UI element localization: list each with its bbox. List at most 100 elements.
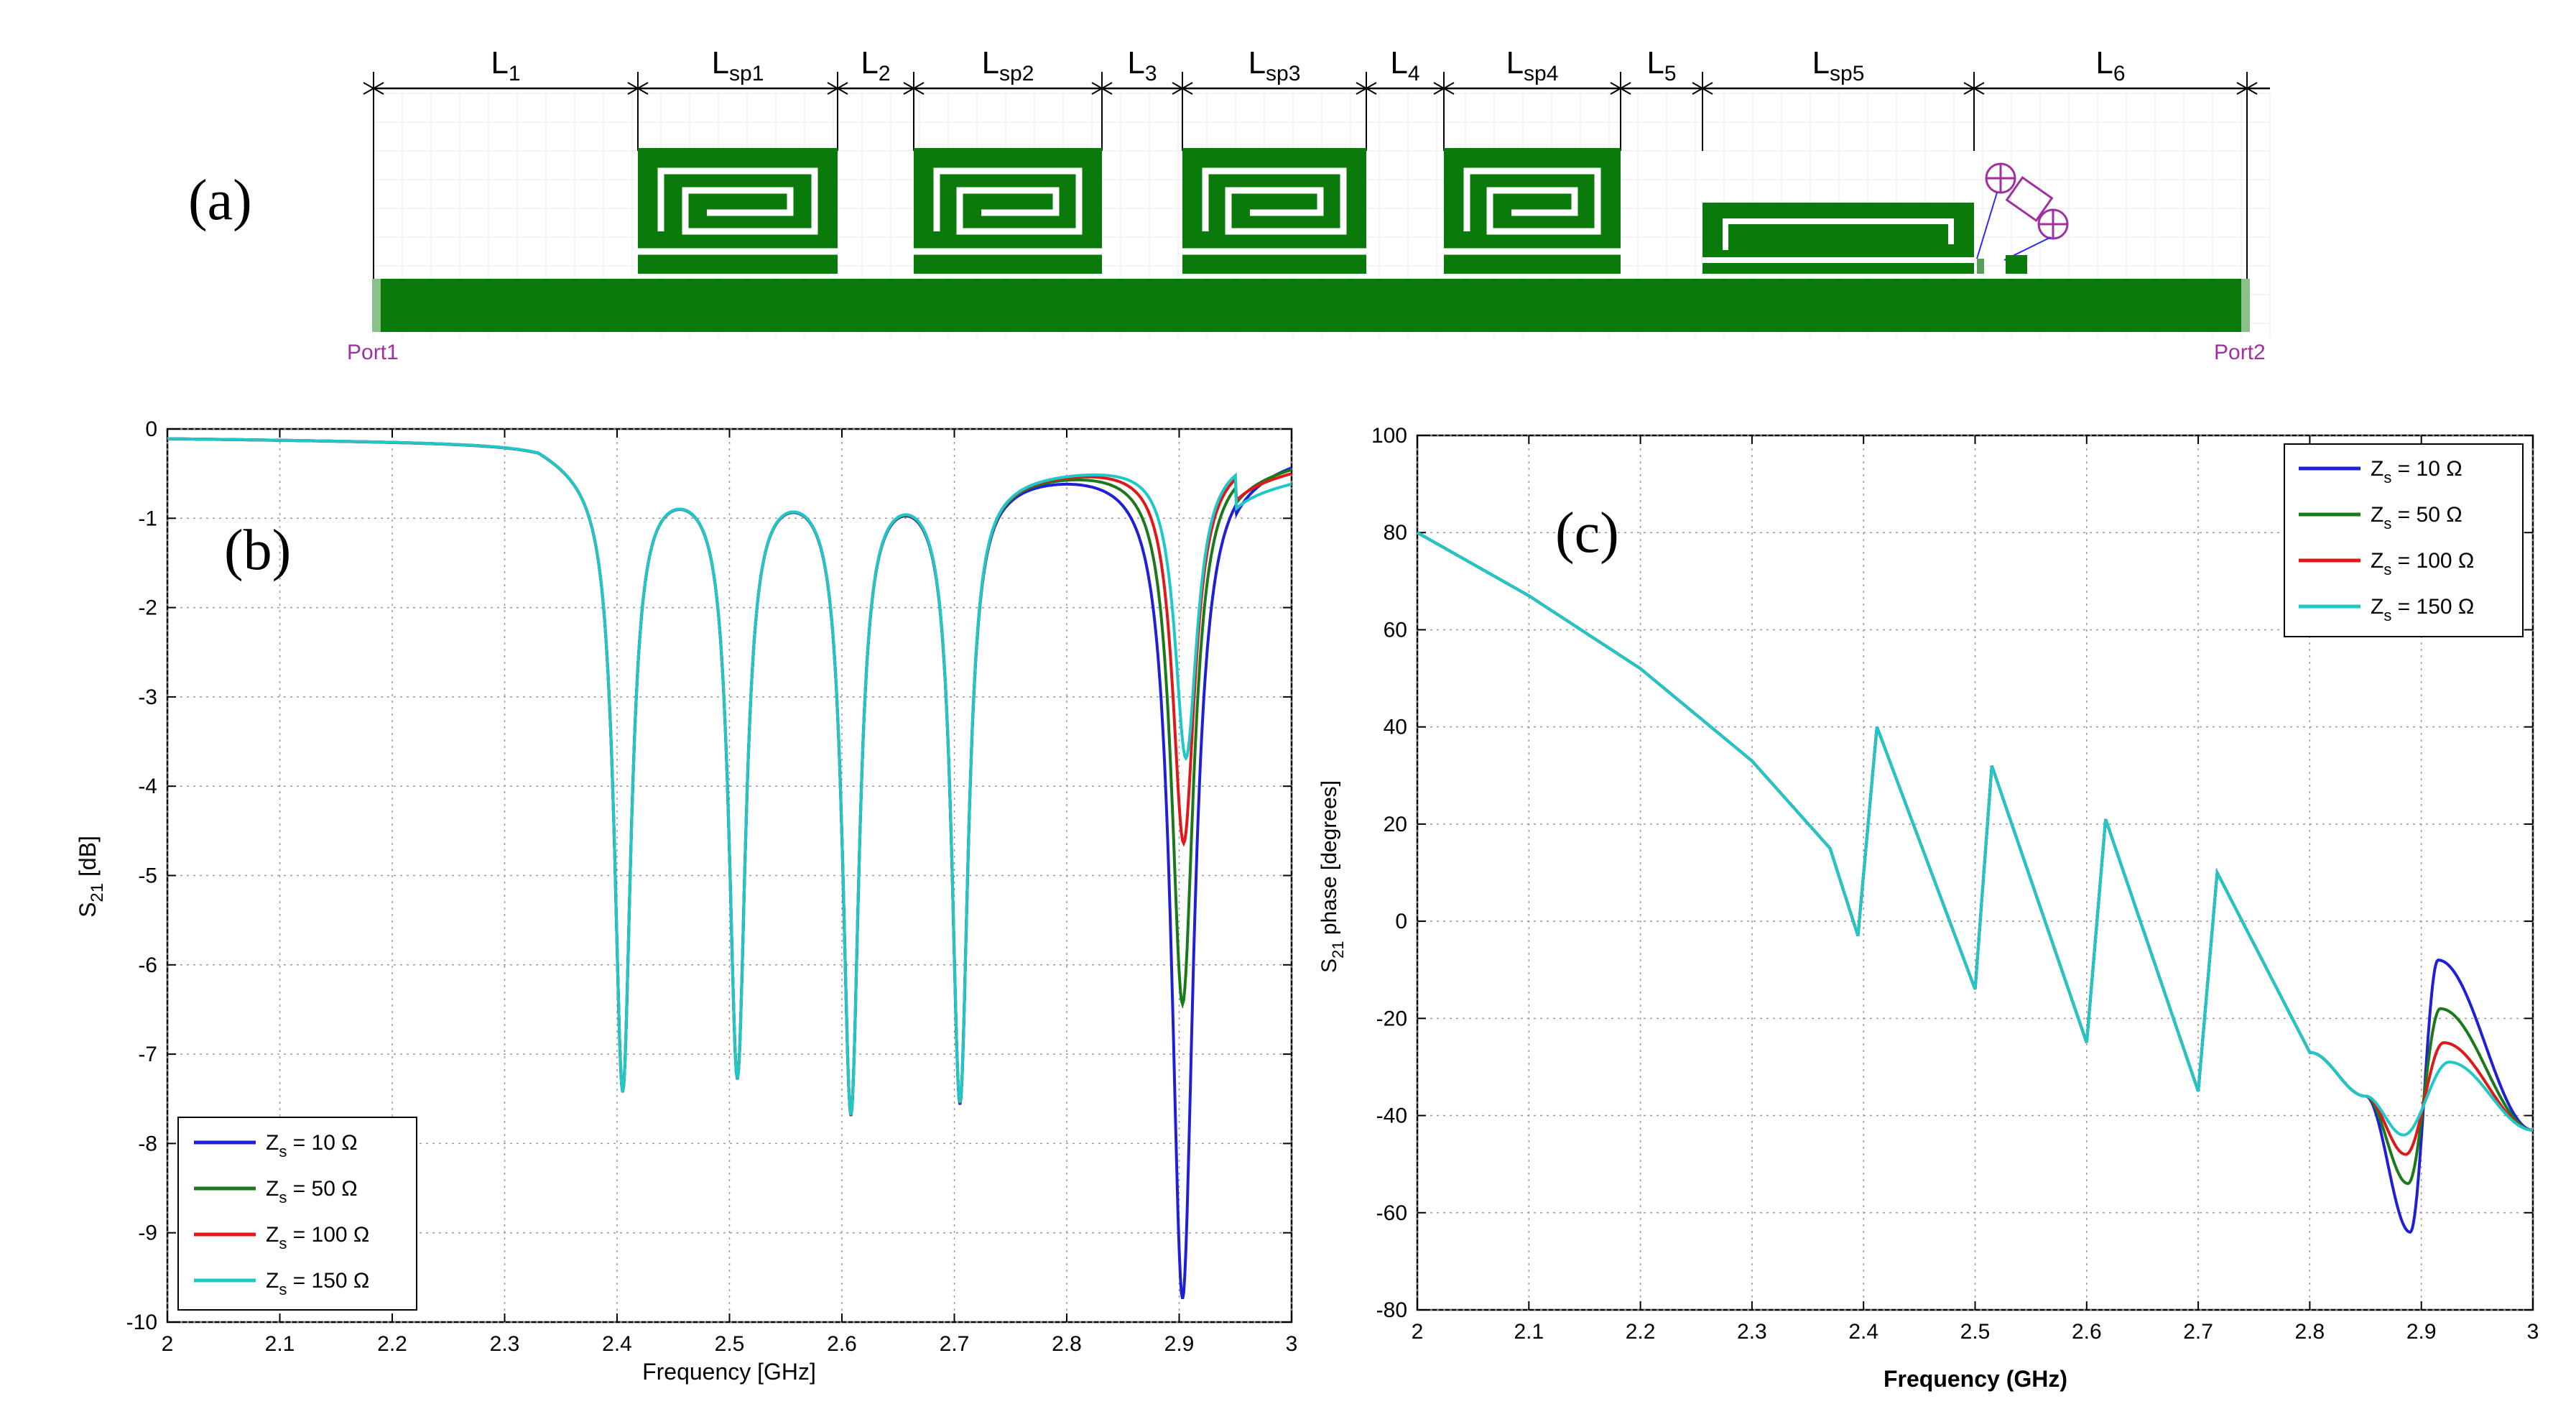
- x-tick-label: 3: [1286, 1332, 1298, 1356]
- port1-label: Port1: [347, 341, 399, 364]
- x-tick-label: 2.2: [377, 1332, 407, 1356]
- legend-entry: Zs = 150 Ω: [266, 1269, 369, 1298]
- y-axis-label-c: S21 phase [degrees]: [1317, 780, 1347, 973]
- panel-b-label: (b): [224, 519, 291, 582]
- dimension-extension-lines: [363, 72, 2258, 279]
- dimension-arrow: [1610, 82, 1631, 95]
- x-tick-label: 2.1: [1514, 1320, 1544, 1344]
- dimension-label: Lsp3: [1248, 45, 1301, 86]
- spiral-resonator-4: [1444, 148, 1621, 274]
- x-tick-label: 2.7: [940, 1332, 970, 1356]
- port1-stub: [372, 279, 381, 332]
- x-tick-label: 2.5: [715, 1332, 745, 1356]
- series-b: [167, 437, 1292, 1299]
- dimension-label: Lsp2: [982, 45, 1034, 86]
- y-axis-label-b: S21 [dB]: [75, 836, 107, 918]
- legend-entry: Zs = 100 Ω: [266, 1223, 369, 1252]
- x-tick-label: 2.1: [265, 1332, 295, 1356]
- y-tick-label: -2: [138, 596, 157, 620]
- y-tick-label: 20: [1384, 813, 1407, 836]
- y-tick-label: -6: [138, 953, 157, 977]
- legend-entry: Zs = 10 Ω: [2371, 457, 2463, 486]
- spiral-resonator-2: [914, 148, 1102, 274]
- x-tick-label: 2.8: [1052, 1332, 1082, 1356]
- y-tick-label: -1: [138, 507, 157, 530]
- small-pad-2: [1977, 259, 1984, 274]
- y-tick-label: 40: [1384, 716, 1407, 739]
- dimension-label: L1: [491, 45, 520, 86]
- legend-entry: Zs = 50 Ω: [266, 1177, 358, 1206]
- ticks-c: [1417, 435, 2534, 1311]
- dimension-arrow: [627, 82, 649, 95]
- spiral-resonator-1: [638, 148, 838, 274]
- small-pad: [2006, 255, 2027, 274]
- y-tick-label: -60: [1376, 1201, 1407, 1225]
- dimension-label: Lsp4: [1506, 45, 1559, 86]
- y-tick-label: -3: [138, 685, 157, 709]
- x-tick-label: 3: [2527, 1320, 2539, 1344]
- dimension-arrow: [2236, 82, 2258, 95]
- y-tick-label: -80: [1376, 1298, 1407, 1322]
- x-tick-label: 2.4: [602, 1332, 632, 1356]
- legend-c: Zs = 10 Ω Zs = 50 Ω Zs = 100 Ω Zs = 150 Ω: [2284, 443, 2524, 637]
- legend-entry: Zs = 150 Ω: [2371, 595, 2474, 624]
- x-tick-labels-b: 2 2.1 2.2 2.3 2.4 2.5 2.6 2.7 2.8 2.9 3: [162, 1332, 1298, 1356]
- dimension-label: L2: [861, 45, 890, 86]
- x-tick-label: 2.9: [2406, 1320, 2437, 1344]
- main-transmission-line: [374, 279, 2248, 332]
- dimension-arrow: [903, 82, 925, 95]
- dimension-arrow: [1692, 82, 1713, 95]
- y-tick-labels-c: 100 80 60 40 20 0 -20 -40 -60 -80: [1371, 424, 1407, 1322]
- x-tick-label: 2.8: [2295, 1320, 2325, 1344]
- layout-diagram: (a) L1 Lsp1 L2 Lsp2 L3 Lsp3 L4 Lsp4 L5 Lsp5 L6: [188, 45, 2271, 364]
- x-tick-label: 2.5: [1960, 1320, 1991, 1344]
- ticks-b: [167, 428, 1292, 1323]
- series-c: [1417, 531, 2533, 1234]
- port2-stub: [2241, 279, 2250, 332]
- dimension-label: L5: [1646, 45, 1676, 86]
- y-tick-label: -20: [1376, 1007, 1407, 1030]
- x-tick-label: 2.6: [827, 1332, 857, 1356]
- panel-a-label: (a): [188, 169, 252, 232]
- x-axis-label-b: Frequency [GHz]: [642, 1359, 816, 1385]
- grid-b: [167, 428, 1292, 1323]
- x-axis-label-c: Frequency (GHz): [1884, 1366, 2067, 1392]
- y-tick-label: 60: [1384, 618, 1407, 642]
- y-tick-label: 0: [145, 417, 157, 441]
- x-tick-label: 2: [162, 1332, 174, 1356]
- legend-box-c: [2284, 443, 2524, 637]
- spiral-resonator-5: [1702, 203, 1974, 274]
- dimension-arrow: [1356, 82, 1377, 95]
- x-tick-label: 2: [1412, 1320, 1424, 1344]
- dimension-arrow: [363, 82, 384, 95]
- y-tick-label: -40: [1376, 1104, 1407, 1128]
- chart-s21-phase: 2 2.1 2.2 2.3 2.4 2.5 2.6 2.7 2.8 2.9 3 100 80 60 40 2…: [1317, 424, 2539, 1392]
- series-line-c: [1417, 531, 2533, 1137]
- dimension-arrow: [1172, 82, 1193, 95]
- x-tick-label: 2.3: [490, 1332, 520, 1356]
- y-tick-label: -7: [138, 1043, 157, 1066]
- lumped-component-symbol: [1976, 162, 2069, 261]
- dimension-label: L3: [1127, 45, 1157, 86]
- series-line-b: [167, 437, 1292, 1116]
- y-tick-labels-b: 0 -1 -2 -3 -4 -5 -6 -7 -8 -9 -10: [126, 417, 157, 1334]
- y-tick-label: -10: [126, 1311, 157, 1334]
- panel-c-label: (c): [1555, 502, 1619, 565]
- legend-entry: Zs = 10 Ω: [266, 1131, 358, 1160]
- chart-s21-magnitude: 2 2.1 2.2 2.3 2.4 2.5 2.6 2.7 2.8 2.9 3 0 -1 -2 -3 -4 -…: [75, 417, 1297, 1385]
- dimension-label: Lsp1: [712, 45, 764, 86]
- y-tick-label: 0: [1395, 910, 1407, 933]
- x-tick-label: 2.2: [1626, 1320, 1656, 1344]
- y-tick-label: -9: [138, 1222, 157, 1245]
- legend-entry: Zs = 50 Ω: [2371, 503, 2463, 532]
- legend-b: Zs = 10 Ω Zs = 50 Ω Zs = 100 Ω Zs = 150 Ω: [177, 1117, 417, 1311]
- legend-box-b: [177, 1117, 417, 1311]
- x-tick-label: 2.3: [1737, 1320, 1767, 1344]
- y-tick-label: -4: [138, 775, 157, 798]
- y-tick-label: 100: [1371, 424, 1407, 448]
- spiral-resonator-3: [1182, 148, 1366, 274]
- x-tick-label: 2.9: [1164, 1332, 1195, 1356]
- dimension-label: L4: [1390, 45, 1419, 86]
- y-tick-label: -8: [138, 1132, 157, 1155]
